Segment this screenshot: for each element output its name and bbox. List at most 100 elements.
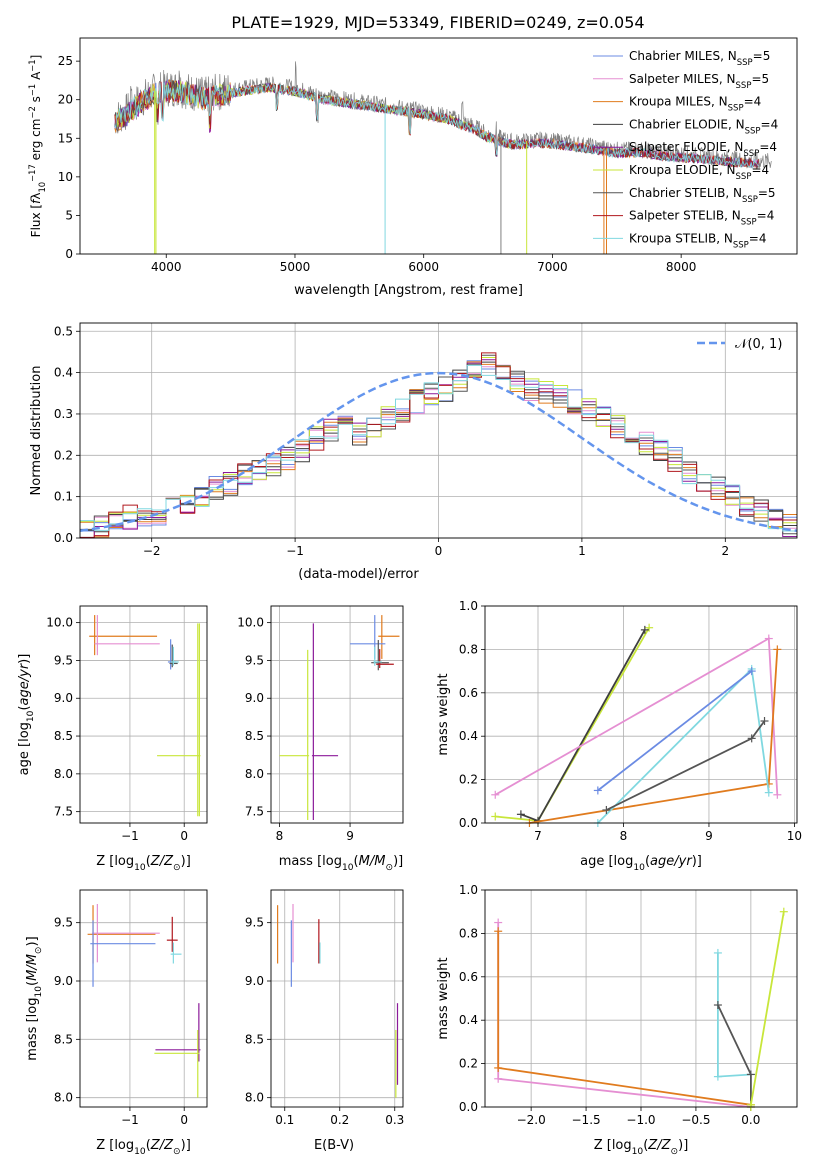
- x-tick-label: 7: [534, 829, 542, 843]
- weight-age-frame: [484, 605, 798, 824]
- x-tick-label: 9: [346, 829, 354, 843]
- legend-label: Kroupa STELIB, NSSP=4: [629, 231, 767, 250]
- x-tick-label: 1: [578, 544, 586, 558]
- y-tick-label: 10.0: [237, 616, 264, 630]
- y-tick-label: 0.4: [54, 366, 73, 380]
- x-tick-label: 0.1: [275, 1113, 294, 1127]
- legend-label: 𝒩(0, 1): [735, 337, 782, 352]
- age_Z-axes: [76, 606, 207, 827]
- y-tick-label: 9.0: [54, 691, 73, 705]
- x-tick-label: 0: [435, 544, 443, 558]
- spectrum-axes: [76, 60, 682, 258]
- y-tick-label: 0.3: [54, 407, 73, 421]
- x-tick-label: −1: [121, 829, 139, 843]
- legend-label: Chabrier MILES, NSSP=5: [629, 49, 770, 68]
- y-tick-label: 10.0: [46, 616, 73, 630]
- y-tick-label: 8.0: [54, 767, 73, 781]
- mass-ebv-x-label: E(B-V): [314, 1138, 354, 1153]
- y-tick-label: 0.4: [459, 1013, 478, 1027]
- y-tick-label: 0.8: [459, 926, 478, 940]
- legend-label: Salpeter MILES, NSSP=5: [629, 72, 769, 91]
- weight-age-line: [597, 670, 753, 792]
- x-tick-label: 0.2: [330, 1113, 349, 1127]
- y-tick-label: 0.0: [54, 531, 73, 545]
- mass-z-x-label: Z [log10(Z/Z⊙)]: [96, 1138, 191, 1157]
- age-z-x-label: Z [log10(Z/Z⊙)]: [96, 854, 191, 873]
- spectrum-x-label: wavelength [Angstrom, rest frame]: [294, 283, 523, 298]
- x-tick-label: 0: [180, 829, 188, 843]
- x-tick-label: 10: [787, 829, 802, 843]
- y-tick-label: 25: [58, 54, 73, 68]
- mass-ebv-frame: [270, 889, 404, 1108]
- y-tick-label: 0.0: [459, 816, 478, 830]
- legend-label: Chabrier STELIB, NSSP=5: [629, 186, 776, 205]
- y-tick-label: 0.8: [459, 642, 478, 656]
- histogram-frame: [79, 322, 798, 539]
- x-tick-label: 0.3: [385, 1113, 404, 1127]
- x-tick-label: 0: [180, 1113, 188, 1127]
- y-tick-label: 9.0: [245, 974, 264, 988]
- legend-label: Kroupa MILES, NSSP=4: [629, 95, 761, 114]
- spectrum-y-label: Flux [fλ10−17 erg cm−2 s−1 A−1]: [27, 55, 47, 238]
- mass-z-frame: [79, 889, 208, 1108]
- x-tick-label: −1: [286, 544, 304, 558]
- y-tick-label: 0.2: [459, 773, 478, 787]
- x-tick-label: −1.5: [572, 1113, 601, 1127]
- y-tick-label: 8.0: [245, 1091, 264, 1105]
- y-tick-label: 8.0: [54, 1091, 73, 1105]
- y-tick-label: 0.5: [54, 324, 73, 338]
- y-tick-label: 9.5: [54, 653, 73, 667]
- x-tick-label: 4000: [151, 260, 182, 274]
- x-tick-label: 0.0: [741, 1113, 760, 1127]
- histogram-step: [80, 364, 797, 532]
- x-tick-label: −1.0: [626, 1113, 655, 1127]
- y-tick-label: 0.2: [54, 448, 73, 462]
- mass_ebv-axes: [267, 890, 403, 1111]
- mass-z-y-label: mass [log10(M/M⊙)]: [25, 936, 44, 1060]
- x-tick-label: 8: [276, 829, 284, 843]
- y-tick-label: 0.6: [459, 686, 478, 700]
- y-tick-label: 9.0: [54, 974, 73, 988]
- x-tick-label: 6000: [408, 260, 439, 274]
- y-tick-label: 9.5: [54, 916, 73, 930]
- mass_Z-axes: [76, 890, 207, 1111]
- weight-age-x-label: age [log10(age/yr)]: [580, 854, 702, 873]
- histogram-y-label: Normed distribution: [29, 366, 44, 496]
- weight-age-y-label: mass weight: [436, 673, 451, 755]
- model-spectrum-line: [114, 83, 759, 170]
- age-z-frame: [79, 605, 208, 824]
- y-tick-label: 5: [65, 208, 73, 222]
- legend-label: Kroupa ELODIE, NSSP=4: [629, 163, 769, 182]
- x-tick-label: −2.0: [517, 1113, 546, 1127]
- y-tick-label: 8.5: [245, 1032, 264, 1046]
- y-tick-label: 8.5: [245, 729, 264, 743]
- y-tick-label: 8.0: [245, 767, 264, 781]
- legend-label: Chabrier ELODIE, NSSP=4: [629, 117, 778, 136]
- x-tick-label: 2: [721, 544, 729, 558]
- age-mass-frame: [270, 605, 404, 824]
- age_mass-axes: [267, 606, 403, 827]
- x-tick-label: 7000: [537, 260, 568, 274]
- age-z-y-label: age [log10(age/yr)]: [17, 654, 36, 776]
- y-tick-label: 1.0: [459, 883, 478, 897]
- y-tick-label: 0.0: [459, 1100, 478, 1114]
- x-tick-label: 9: [705, 829, 713, 843]
- normal-curve: [79, 371, 798, 533]
- y-tick-label: 7.5: [54, 805, 73, 819]
- y-tick-label: 0.4: [459, 729, 478, 743]
- spectrum-curves: [114, 61, 772, 254]
- model-spectrum-line: [114, 80, 759, 168]
- weight-z-x-label: Z [log10(Z/Z⊙)]: [594, 1138, 689, 1157]
- x-tick-label: 8: [620, 829, 628, 843]
- y-tick-label: 8.5: [54, 1032, 73, 1046]
- age-mass-x-label: mass [log10(M/M⊙)]: [279, 854, 403, 873]
- y-tick-label: 0.1: [54, 490, 73, 504]
- legend-label: Salpeter ELODIE, NSSP=4: [629, 140, 777, 159]
- x-tick-label: −1: [121, 1113, 139, 1127]
- y-tick-label: 0.6: [459, 970, 478, 984]
- legend-label: Salpeter STELIB, NSSP=4: [629, 209, 774, 228]
- y-tick-label: 10: [58, 170, 73, 184]
- y-tick-label: 9.0: [245, 691, 264, 705]
- y-tick-label: 1.0: [459, 599, 478, 613]
